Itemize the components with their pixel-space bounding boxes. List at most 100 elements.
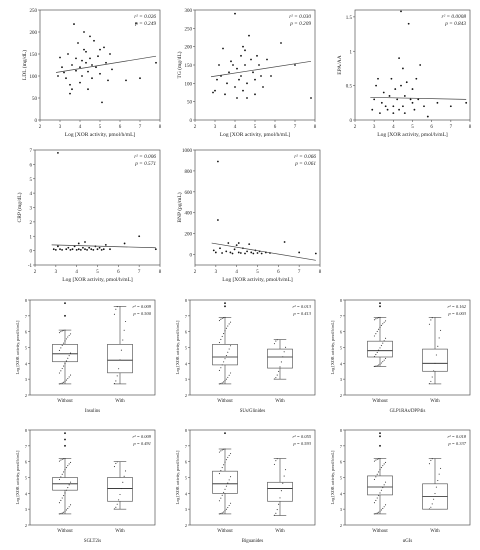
data-point — [95, 66, 97, 69]
p-annotation: p = 0.209 — [289, 21, 311, 27]
data-point — [250, 58, 252, 61]
data-point — [394, 88, 397, 90]
box-sample-point — [64, 340, 66, 342]
data-point — [59, 248, 61, 251]
box-sample-point — [70, 352, 72, 354]
box-sample-point — [220, 318, 222, 320]
y-tick-label: 2 — [185, 393, 187, 398]
box-sample-point — [224, 461, 226, 463]
box-sample-point — [273, 514, 275, 516]
y-tick-label: 4 — [185, 361, 188, 366]
data-point — [212, 249, 215, 252]
data-point — [139, 77, 141, 80]
data-point — [154, 248, 157, 251]
box-sample-point — [228, 323, 230, 325]
data-point — [77, 242, 80, 245]
box-sample-point — [70, 504, 72, 506]
data-point — [89, 35, 91, 38]
p-annotation: p = 0.491 — [132, 441, 151, 446]
data-point — [224, 93, 226, 96]
data-point — [217, 160, 219, 163]
box-sample-point — [375, 333, 377, 335]
data-point — [125, 79, 127, 82]
data-point — [88, 246, 91, 249]
box-outlier — [64, 302, 66, 305]
box-sample-point — [228, 479, 230, 481]
box-sample-point — [218, 451, 220, 453]
box-sample-point — [433, 498, 435, 500]
p-annotation: p = 0.249 — [134, 21, 156, 27]
box-sample-point — [230, 321, 232, 323]
y-axis-label: TG (mg/dL) — [176, 51, 183, 78]
data-point — [256, 252, 259, 254]
r2-annotation: r² = 0.009 — [132, 304, 151, 309]
box-sample-point — [68, 506, 70, 508]
box-sample-point — [385, 461, 387, 463]
box-sample-point — [275, 512, 277, 514]
x-category-label: With — [430, 399, 440, 404]
y-tick-label: 6 — [25, 330, 27, 335]
y-tick-label: 8 — [185, 428, 187, 433]
box-sample-point — [63, 342, 65, 344]
x-tick-label: 5 — [256, 270, 259, 275]
box-sample-point — [60, 331, 62, 333]
box-sample-point — [70, 333, 72, 335]
y-tick-label: 8 — [340, 428, 342, 433]
data-point — [103, 46, 105, 49]
data-point — [233, 248, 236, 251]
box-sample-point — [228, 454, 230, 456]
data-point — [65, 248, 68, 251]
box-sample-point — [63, 511, 65, 513]
box-sample-point — [382, 361, 384, 363]
data-point — [104, 243, 107, 246]
data-point — [101, 101, 103, 104]
box-sample-point — [218, 320, 220, 322]
box-sample-point — [225, 459, 227, 461]
y-tick-label: 600 — [185, 191, 193, 196]
box-sample-point — [376, 351, 378, 354]
box-sample-point — [60, 476, 62, 478]
data-point — [98, 246, 101, 249]
box-sample-point — [61, 330, 63, 332]
x-tick-label: 3 — [373, 125, 376, 130]
box-sample-point — [67, 378, 69, 380]
y-axis-label: LDL (mg/dL) — [21, 50, 28, 80]
box-sample-point — [373, 365, 375, 368]
box-sample-point — [276, 374, 278, 376]
y-tick-label: 5 — [25, 346, 27, 351]
box-sample-point — [382, 507, 384, 510]
box-sample-point — [224, 510, 226, 512]
box-sample-point — [380, 509, 382, 511]
box-sample-point — [438, 337, 440, 339]
data-point — [234, 86, 236, 88]
data-point — [138, 235, 141, 238]
y-tick-label: 4 — [340, 491, 343, 496]
box-sample-point — [64, 362, 66, 365]
data-point — [244, 252, 246, 255]
chart-panel-6: 2 3 4 5 6 7 8 Log [XOR activity, pmol/h/mL] r² =… — [15, 298, 156, 414]
y-tick-label: 0 — [30, 250, 33, 255]
data-point — [212, 91, 214, 94]
box-sample-point — [218, 513, 220, 515]
y-tick-label: 200 — [30, 31, 38, 36]
box-sample-point — [379, 316, 381, 318]
y-tick-label: 8 — [25, 298, 27, 303]
data-point — [419, 64, 422, 66]
x-tick-label: 8 — [319, 270, 322, 275]
r2-annotation: r² = 0.0008 — [442, 14, 467, 20]
box-sample-point — [373, 356, 375, 358]
box-sample-point — [63, 365, 65, 367]
box-sample-point — [376, 512, 378, 514]
box-sample-point — [437, 345, 439, 347]
box-sample-point — [385, 337, 387, 339]
x-tick-label: 4 — [75, 270, 78, 275]
x-tick-label: 3 — [55, 270, 58, 275]
data-point — [246, 97, 248, 99]
plot-frame — [194, 149, 321, 266]
r2-annotation: r² = 0.162 — [447, 304, 466, 309]
box-sample-point — [64, 380, 66, 382]
data-point — [71, 88, 73, 91]
x-tick-label: 5 — [99, 125, 102, 130]
data-point — [436, 101, 439, 104]
box-sample-point — [223, 333, 225, 335]
